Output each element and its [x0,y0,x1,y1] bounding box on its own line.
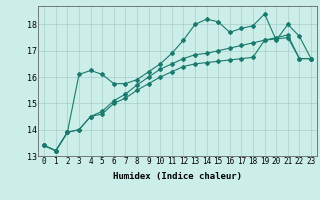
X-axis label: Humidex (Indice chaleur): Humidex (Indice chaleur) [113,172,242,181]
